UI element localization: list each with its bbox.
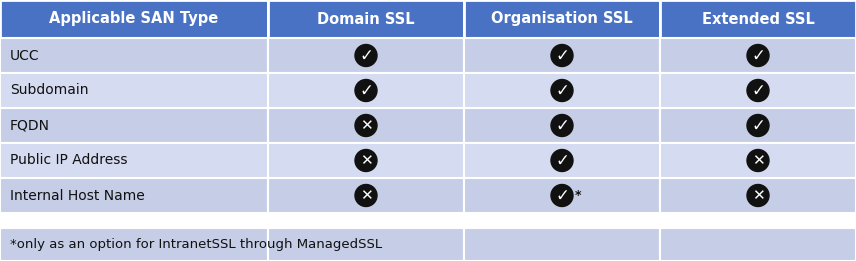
Circle shape	[551, 185, 573, 206]
Circle shape	[551, 150, 573, 171]
Bar	[268, 143, 464, 178]
Circle shape	[747, 185, 769, 206]
Circle shape	[747, 115, 769, 137]
Text: Public IP Address: Public IP Address	[10, 153, 128, 168]
Bar	[0, 73, 268, 108]
Circle shape	[747, 44, 769, 67]
Bar	[268, 178, 464, 213]
Bar	[660, 178, 856, 213]
Bar	[660, 73, 856, 108]
Text: Applicable SAN Type: Applicable SAN Type	[50, 11, 218, 27]
Bar	[464, 38, 660, 73]
Text: ✓: ✓	[751, 116, 765, 134]
Text: ✕: ✕	[360, 153, 372, 168]
Bar	[660, 108, 856, 143]
Bar	[464, 143, 660, 178]
Circle shape	[355, 185, 377, 206]
Circle shape	[551, 80, 573, 102]
Text: UCC: UCC	[10, 49, 39, 62]
Text: Internal Host Name: Internal Host Name	[10, 188, 145, 203]
Bar	[0, 0, 268, 38]
Text: ✓: ✓	[751, 81, 765, 99]
Text: ✓: ✓	[555, 46, 569, 64]
Text: ✓: ✓	[359, 46, 373, 64]
Bar	[268, 228, 464, 261]
Circle shape	[355, 44, 377, 67]
Bar	[660, 228, 856, 261]
Text: ✓: ✓	[751, 46, 765, 64]
Bar	[0, 143, 268, 178]
Bar	[0, 108, 268, 143]
Text: ✕: ✕	[752, 188, 764, 203]
Circle shape	[355, 115, 377, 137]
Text: ✓: ✓	[555, 81, 569, 99]
Text: ✓: ✓	[359, 81, 373, 99]
Bar	[268, 108, 464, 143]
Bar	[0, 178, 268, 213]
Text: ✕: ✕	[752, 153, 764, 168]
Bar	[464, 178, 660, 213]
Circle shape	[551, 115, 573, 137]
Circle shape	[747, 80, 769, 102]
Bar	[268, 0, 464, 38]
Bar	[464, 108, 660, 143]
Text: Domain SSL: Domain SSL	[318, 11, 415, 27]
Bar	[0, 228, 268, 261]
Circle shape	[747, 150, 769, 171]
Circle shape	[355, 150, 377, 171]
Bar	[464, 73, 660, 108]
Bar	[660, 38, 856, 73]
Bar	[268, 38, 464, 73]
Text: Subdomain: Subdomain	[10, 84, 88, 98]
Text: Extended SSL: Extended SSL	[702, 11, 814, 27]
Bar	[0, 38, 268, 73]
Bar	[268, 73, 464, 108]
Bar	[660, 0, 856, 38]
Text: *: *	[575, 189, 581, 202]
Text: ✓: ✓	[555, 116, 569, 134]
Bar	[464, 0, 660, 38]
Text: ✓: ✓	[555, 187, 569, 205]
Text: FQDN: FQDN	[10, 118, 50, 133]
Circle shape	[551, 44, 573, 67]
Circle shape	[355, 80, 377, 102]
Text: Organisation SSL: Organisation SSL	[491, 11, 633, 27]
Bar	[660, 143, 856, 178]
Bar	[464, 228, 660, 261]
Text: ✓: ✓	[555, 151, 569, 169]
Text: ✕: ✕	[360, 188, 372, 203]
Text: *only as an option for IntranetSSL through ManagedSSL: *only as an option for IntranetSSL throu…	[10, 238, 382, 251]
Text: ✕: ✕	[360, 118, 372, 133]
